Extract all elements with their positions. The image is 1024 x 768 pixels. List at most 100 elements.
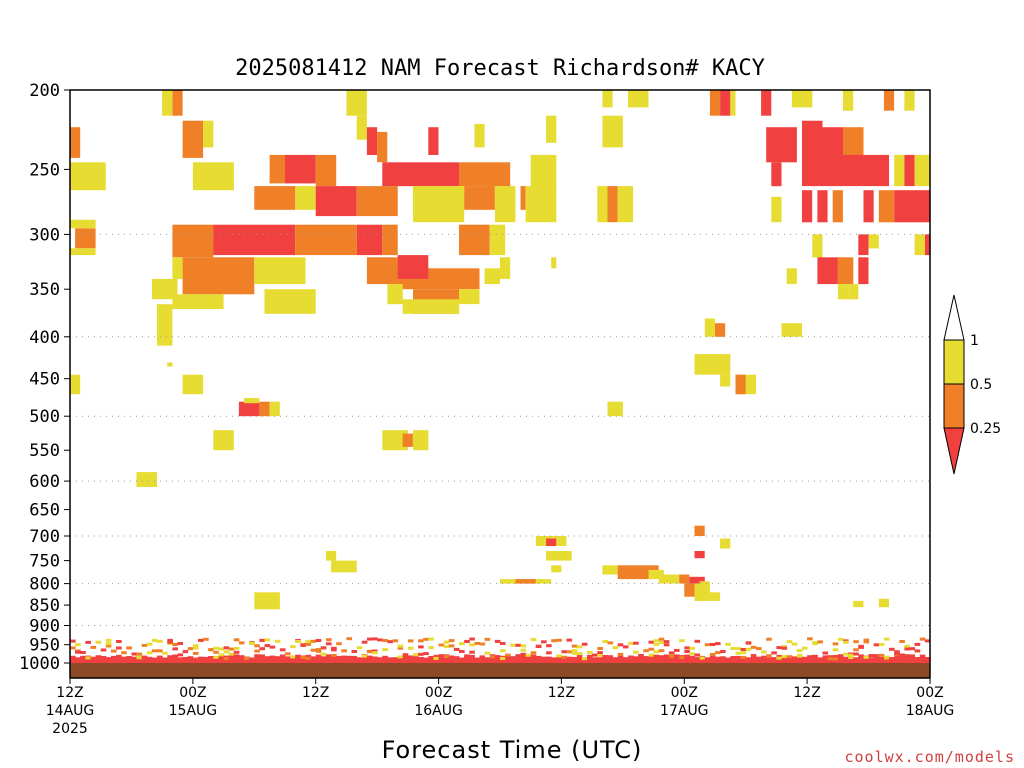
boundary-cell: [612, 657, 619, 663]
boundary-cell: [740, 657, 747, 663]
boundary-cell: [331, 648, 337, 652]
boundary-cell: [254, 649, 260, 653]
boundary-cell: [372, 649, 378, 653]
boundary-cell: [448, 644, 455, 648]
boundary-cell: [238, 655, 245, 663]
boundary-cell: [264, 644, 271, 648]
boundary-cell: [878, 642, 885, 646]
boundary-cell: [771, 657, 777, 663]
data-cell: [786, 268, 797, 285]
boundary-cell: [694, 653, 701, 657]
boundary-cell: [837, 637, 844, 641]
data-cell: [837, 257, 854, 285]
boundary-cell: [848, 653, 854, 657]
boundary-cell: [761, 650, 767, 654]
boundary-cell: [653, 654, 660, 663]
boundary-cell: [853, 640, 859, 644]
boundary-cell: [510, 656, 516, 663]
boundary-cell: [315, 639, 322, 642]
boundary-cell: [167, 638, 173, 642]
boundary-cell: [192, 644, 199, 648]
boundary-cell: [791, 656, 798, 663]
boundary-cell: [474, 641, 480, 645]
boundary-cell: [397, 646, 404, 650]
data-cell: [382, 162, 460, 187]
boundary-cell: [157, 639, 163, 643]
boundary-cell: [407, 655, 414, 663]
y-tick-label: 900: [29, 617, 60, 637]
boundary-cell: [868, 654, 875, 657]
boundary-cell: [617, 652, 624, 656]
boundary-cell: [274, 639, 281, 643]
data-cell: [459, 162, 511, 187]
data-cell: [709, 592, 721, 601]
boundary-cell: [822, 657, 829, 663]
boundary-cell: [126, 656, 132, 663]
data-cell: [878, 598, 889, 608]
boundary-cell: [75, 657, 81, 663]
boundary-cell: [617, 643, 624, 647]
colorbar-bin: [943, 339, 965, 385]
data-cell: [459, 289, 480, 305]
boundary-cell: [448, 639, 455, 643]
boundary-cell: [264, 638, 271, 642]
boundary-cell: [423, 652, 429, 656]
boundary-cell: [863, 640, 870, 644]
boundary-cell: [822, 651, 829, 655]
boundary-cell: [909, 647, 916, 651]
boundary-cell: [70, 655, 76, 663]
boundary-cell: [796, 653, 803, 657]
data-cell: [914, 154, 930, 187]
data-cell: [607, 186, 618, 223]
boundary-cell: [464, 640, 470, 643]
data-cell: [331, 560, 357, 573]
boundary-cell: [151, 649, 158, 653]
boundary-cell: [75, 650, 81, 654]
boundary-cell: [745, 641, 752, 645]
data-cell: [254, 257, 306, 285]
boundary-cell: [740, 648, 747, 651]
data-cell: [70, 219, 96, 229]
boundary-cell: [428, 656, 434, 663]
y-tick-label: 300: [29, 225, 60, 245]
boundary-cell: [300, 656, 306, 659]
boundary-cell: [520, 654, 527, 663]
boundary-cell: [817, 657, 823, 663]
boundary-cell: [628, 641, 634, 645]
boundary-cell: [924, 639, 931, 643]
boundary-cell: [407, 646, 414, 650]
boundary-cell: [633, 656, 639, 663]
boundary-cell: [372, 656, 378, 663]
boundary-cell: [791, 642, 798, 646]
boundary-cell: [233, 654, 240, 663]
boundary-cell: [597, 653, 603, 657]
boundary-cell: [812, 642, 818, 646]
boundary-cell: [766, 654, 772, 658]
boundary-cell: [198, 638, 204, 642]
boundary-cell: [320, 656, 327, 663]
boundary-cell: [346, 637, 352, 641]
boundary-cell: [802, 657, 808, 661]
data-cell: [382, 430, 408, 451]
boundary-cell: [535, 644, 542, 648]
boundary-cell: [105, 638, 112, 642]
data-cell: [551, 257, 557, 269]
boundary-cell: [254, 656, 260, 663]
boundary-cell: [571, 644, 578, 648]
data-cell: [551, 565, 562, 573]
boundary-cell: [203, 656, 209, 663]
boundary-cell: [750, 654, 757, 663]
boundary-cell: [658, 637, 665, 641]
boundary-cell: [883, 637, 890, 641]
boundary-cell: [70, 646, 76, 650]
boundary-cell: [121, 656, 127, 660]
boundary-cell: [607, 641, 614, 645]
boundary-cell: [105, 642, 112, 646]
boundary-cell: [331, 646, 337, 650]
boundary-cell: [643, 656, 649, 663]
data-cell: [843, 127, 864, 155]
boundary-cell: [786, 640, 793, 644]
boundary-cell: [883, 655, 890, 659]
boundary-cell: [715, 656, 721, 663]
